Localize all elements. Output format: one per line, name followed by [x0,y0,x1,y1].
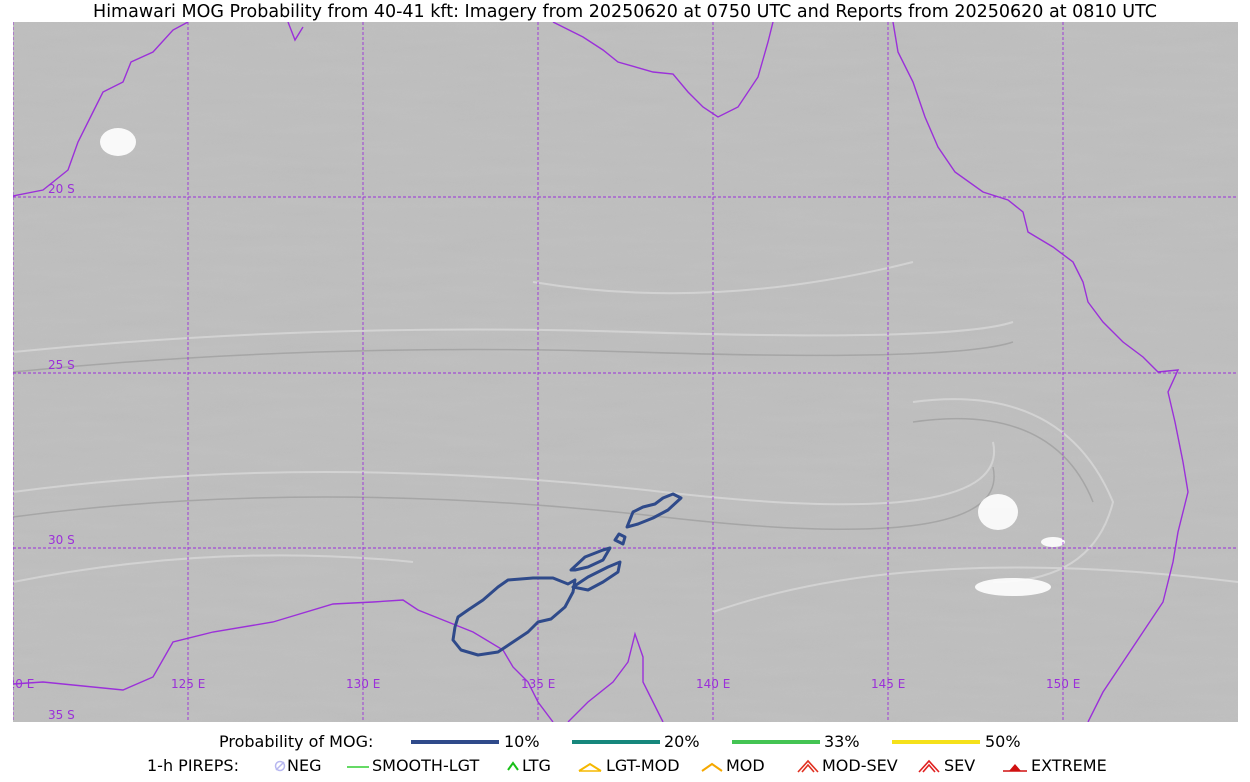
coastline [13,22,1189,722]
lgt-mod-pirep-icon [578,762,602,772]
mod-sev-pirep-icon [797,759,819,773]
ltg-pirep-icon [507,761,519,771]
probability-10-label: 10% [504,732,540,751]
smooth-lgt-pirep-icon [347,766,369,768]
neg-pirep-icon [274,760,286,772]
mog-probability-contour [451,492,683,657]
smooth-lgt-label: SMOOTH-LGT [372,756,480,775]
satellite-imagery [13,22,1238,722]
lon-label-120e: 120 E [13,677,35,691]
swatch-50 [892,740,980,744]
neg-label: NEG [287,756,322,775]
extreme-pirep-icon [1003,764,1027,772]
lon-label-125e: 125 E [171,677,206,691]
swatch-10 [411,740,499,744]
swatch-20 [572,740,660,744]
lat-label-25s: 25 S [48,358,75,372]
pireps-legend: 1-h PIREPS: NEG SMOOTH-LGT LTG LGT-MOD M… [0,756,1250,776]
satellite-map: 120 E 125 E 130 E 135 E 140 E 145 E 150 … [13,22,1238,722]
sev-label: SEV [944,756,976,775]
probability-legend: Probability of MOG: 10% 20% 33% 50% [0,732,1250,752]
lon-label-140e: 140 E [696,677,731,691]
lgt-mod-label: LGT-MOD [606,756,680,775]
probability-50-label: 50% [985,732,1021,751]
graticule [13,22,1238,722]
probability-legend-heading: Probability of MOG: [219,732,374,751]
mod-pirep-icon [701,762,723,772]
ltg-label: LTG [522,756,551,775]
extreme-label: EXTREME [1031,756,1107,775]
pireps-legend-heading: 1-h PIREPS: [147,756,239,775]
lon-label-130e: 130 E [346,677,381,691]
map-title: Himawari MOG Probability from 40-41 kft:… [93,2,1157,22]
sev-pirep-icon [918,759,940,773]
swatch-33 [732,740,820,744]
lon-label-135e: 135 E [521,677,556,691]
mod-label: MOD [726,756,765,775]
lat-label-30s: 30 S [48,533,75,547]
lat-label-35s: 35 S [48,708,75,722]
lon-label-145e: 145 E [871,677,906,691]
mod-sev-label: MOD-SEV [822,756,898,775]
lon-label-150e: 150 E [1046,677,1081,691]
probability-33-label: 33% [824,732,860,751]
lat-label-20s: 20 S [48,182,75,196]
probability-20-label: 20% [664,732,700,751]
